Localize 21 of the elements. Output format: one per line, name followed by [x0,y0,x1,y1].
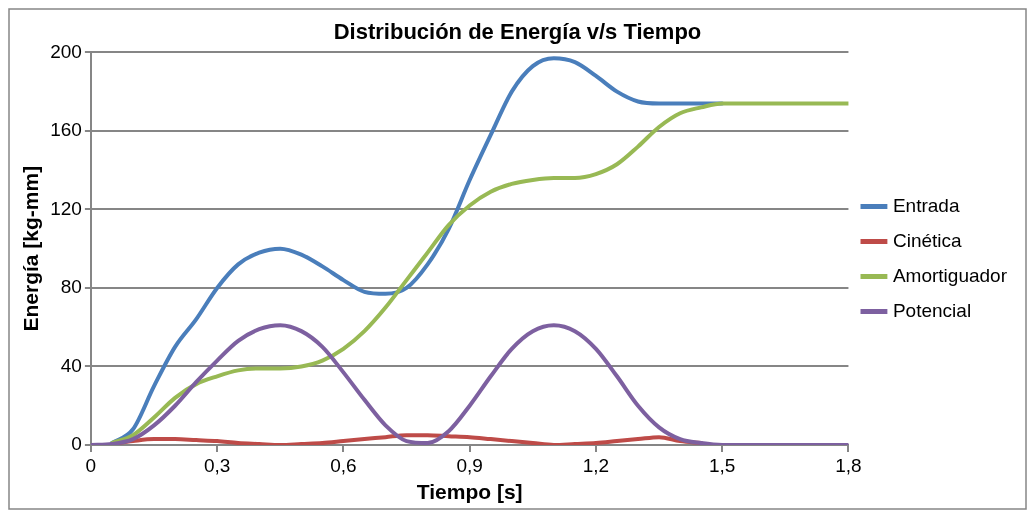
x-tick-label: 1,8 [835,454,862,476]
y-tick-label: 0 [71,433,82,455]
y-tick-label: 80 [60,276,82,298]
legend-label: Entrada [892,194,960,216]
y-tick-label: 40 [60,354,82,376]
x-axis-title: Tiempo [s] [416,480,523,504]
x-tick-label: 1,5 [708,454,736,476]
x-tick-label: 0,3 [203,454,231,476]
chart-title: Distribución de Energía v/s Tiempo [333,19,702,45]
y-axis-title: Energía [kg-mm] [19,165,43,332]
legend-label: Potencial [892,299,972,321]
x-tick-label: 0 [85,454,97,476]
legend-label: Cinética [892,229,963,251]
x-tick-label: 0,6 [330,454,357,476]
y-tick-label: 120 [50,197,82,219]
x-tick-label: 0,9 [456,454,483,476]
line-series [109,101,849,445]
y-tick-label: 200 [50,40,82,62]
legend-label: Amortiguador [892,264,1008,286]
y-tick-label: 160 [50,119,82,141]
x-tick-label: 1,2 [582,454,610,476]
